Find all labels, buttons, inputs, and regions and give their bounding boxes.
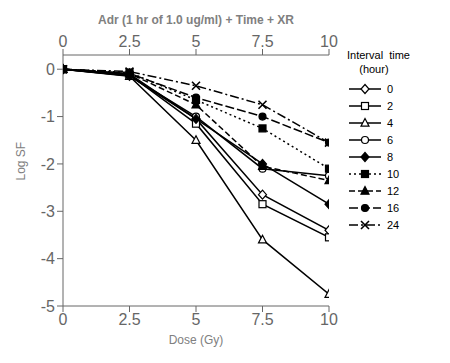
html-text:12: 12 — [387, 184, 400, 197]
svg-text:7.5: 7.5 — [251, 33, 273, 50]
svg-text:Dose (Gy): Dose (Gy) — [169, 333, 224, 347]
svg-text:2.5: 2.5 — [118, 311, 140, 328]
svg-text:2.5: 2.5 — [118, 33, 140, 50]
html-text:0: 0 — [387, 82, 394, 95]
html-text:Interval time: Interval time — [347, 49, 410, 61]
svg-text:Adr (1 hr of 1.0 ug/ml) + Time: Adr (1 hr of 1.0 ug/ml) + Time + XR — [98, 13, 294, 27]
svg-text:Log SF: Log SF — [14, 142, 28, 181]
html-text:24: 24 — [387, 218, 400, 231]
svg-text:0: 0 — [59, 33, 68, 50]
svg-text:-2: -2 — [41, 156, 55, 173]
svg-text:-3: -3 — [41, 203, 55, 220]
html-text:4: 4 — [387, 116, 394, 129]
html-text:16: 16 — [387, 201, 400, 214]
svg-text:-5: -5 — [41, 298, 55, 315]
svg-text:10: 10 — [320, 311, 338, 328]
svg-text:-1: -1 — [41, 108, 55, 125]
svg-text:0: 0 — [59, 311, 68, 328]
svg-text:5: 5 — [192, 33, 201, 50]
svg-text:-4: -4 — [41, 250, 55, 267]
svg-text:5: 5 — [192, 311, 201, 328]
svg-text:7.5: 7.5 — [251, 311, 273, 328]
svg-text:10: 10 — [320, 33, 338, 50]
html-text:6: 6 — [387, 133, 394, 146]
html-text:10: 10 — [387, 167, 400, 180]
html-text:2: 2 — [387, 99, 394, 112]
svg-text:0: 0 — [46, 61, 55, 78]
html-text:8: 8 — [387, 150, 394, 163]
html-text:(hour): (hour) — [347, 63, 389, 75]
